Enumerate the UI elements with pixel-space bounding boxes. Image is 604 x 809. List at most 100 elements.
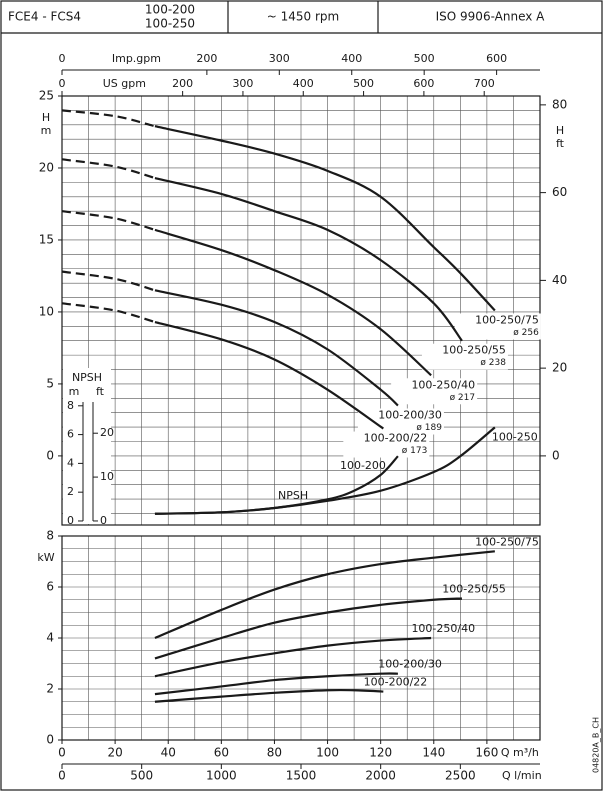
curve-dashed: [61, 109, 156, 128]
top-axis-tick-label: 300: [232, 77, 253, 90]
top-axis-label: US gpm: [103, 77, 146, 90]
curve-label: 100-200/30: [378, 658, 442, 671]
y-axis-label: m: [41, 124, 52, 137]
x-axis-label: Q m³/h: [501, 746, 539, 759]
curve: [154, 550, 495, 640]
x-tick-label: 120: [369, 746, 392, 760]
npsh-ft-tick-label: 0: [100, 514, 107, 527]
x-tick-label: 0: [58, 746, 66, 760]
x-tick-label: 40: [161, 746, 176, 760]
curve-dashed: [61, 270, 156, 292]
npsh-axis-box: [63, 368, 111, 524]
y-tick-label: 8: [46, 529, 54, 543]
curve: [154, 228, 432, 377]
y-axis-label: H: [42, 111, 50, 124]
y-tick-label: 4: [46, 631, 54, 645]
y-tick-label: 5: [46, 376, 54, 390]
top-axis-tick-label: 400: [341, 52, 362, 65]
label-bg: [343, 431, 430, 458]
curve: [154, 176, 463, 342]
y-tick-label: 0: [46, 733, 54, 747]
top-axis-tick-label: 600: [413, 77, 434, 90]
top-axis-tick-label: 200: [172, 77, 193, 90]
npsh-m-tick-label: 2: [67, 485, 74, 498]
top-axis-tick-label: 400: [293, 77, 314, 90]
curve: [154, 688, 384, 703]
impeller-label: ø 256: [513, 328, 539, 338]
impeller-label: ø 173: [402, 446, 428, 456]
y-tick-label: 15: [39, 232, 54, 246]
y-axis-label: kW: [37, 551, 54, 564]
npsh-ft-tick-label: 20: [100, 426, 114, 439]
curve-label: 100-200/22: [364, 676, 428, 689]
top-axis-tick-label: 0: [59, 52, 66, 65]
impeller-label: ø 217: [450, 393, 476, 403]
curve: [154, 320, 384, 430]
outer-frame: [0, 0, 603, 791]
curve-label: 100-250/55: [442, 582, 506, 595]
npsh-curve-tag: NPSH: [278, 489, 308, 502]
y-tick-label: 20: [39, 160, 54, 174]
side-code: 04820A_B_CH: [592, 717, 601, 773]
plot-frame: [61, 95, 541, 526]
y2-axis-label: ft: [556, 137, 565, 150]
y-tick-label: 10: [39, 304, 54, 318]
curve-label: 100-250/40: [411, 378, 475, 391]
header-variant: 100-200: [145, 3, 195, 17]
y-tick-label: 25: [39, 89, 54, 103]
impeller-label: ø 238: [480, 358, 506, 368]
curve: [154, 672, 398, 696]
y2-tick-label: 40: [552, 273, 567, 287]
header-models: FCE4 - FCS4: [8, 10, 81, 24]
x-tick-label: 20: [107, 746, 122, 760]
curve-label: 100-250/75: [475, 314, 539, 327]
npsh-unit: m: [69, 385, 80, 398]
top-axis-tick-label: 300: [269, 52, 290, 65]
bottom-axis-tick-label: 1000: [206, 769, 237, 783]
top-axis-tick-label: 200: [196, 52, 217, 65]
bottom-axis-tick-label: 2500: [445, 769, 476, 783]
plot-frame: [61, 535, 541, 741]
curve-label: 100-200: [340, 459, 386, 472]
bottom-axis-tick-label: 2000: [365, 769, 396, 783]
top-axis-tick-label: 700: [474, 77, 495, 90]
curve-label: 100-250: [492, 430, 538, 443]
curve-label: 100-200/22: [364, 432, 428, 445]
y-tick-label: 2: [46, 682, 54, 696]
header-speed: ~ 1450 rpm: [267, 10, 339, 24]
impeller-label: ø 189: [416, 423, 442, 433]
x-tick-label: 60: [214, 746, 229, 760]
label-bg: [421, 343, 508, 370]
top-axis-tick-label: 500: [353, 77, 374, 90]
npsh-unit: ft: [96, 385, 105, 398]
top-axis-tick-label: 0: [59, 77, 66, 90]
header-variant: 100-250: [145, 17, 195, 31]
curve-label: 100-250/75: [475, 535, 539, 548]
x-tick-label: 100: [316, 746, 339, 760]
npsh-m-tick-label: 0: [67, 514, 74, 527]
bottom-axis-label: Q l/min: [502, 769, 542, 782]
npsh-m-tick-label: 4: [67, 456, 74, 469]
top-axis-tick-label: 600: [486, 52, 507, 65]
x-tick-label: 80: [267, 746, 282, 760]
y2-tick-label: 0: [552, 448, 560, 462]
y-tick-label: 0: [46, 448, 54, 462]
npsh-m-tick-label: 6: [67, 428, 74, 441]
label-bg: [391, 378, 478, 405]
curve: [154, 125, 496, 312]
curve: [154, 455, 399, 515]
curve-dashed: [61, 158, 156, 180]
bottom-axis-tick-label: 500: [130, 769, 153, 783]
curve: [154, 636, 432, 678]
x-tick-label: 140: [422, 746, 445, 760]
npsh-axis-title: NPSH: [72, 371, 102, 384]
curve-label: 100-250/40: [411, 622, 475, 635]
bottom-axis-tick-label: 0: [58, 769, 66, 783]
label-bg: [454, 313, 541, 340]
curve: [154, 289, 399, 407]
curve: [154, 597, 462, 660]
curve-label: 100-250/55: [442, 344, 506, 357]
y2-tick-label: 80: [552, 97, 567, 111]
